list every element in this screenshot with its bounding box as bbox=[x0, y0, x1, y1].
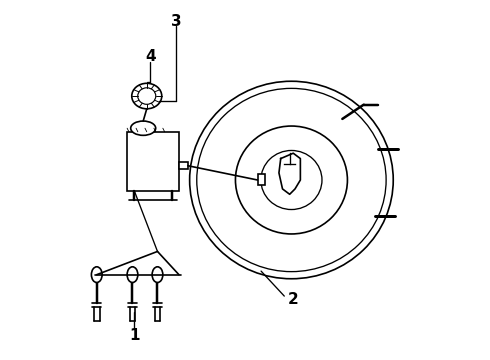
Ellipse shape bbox=[235, 126, 347, 234]
Ellipse shape bbox=[127, 267, 138, 283]
Ellipse shape bbox=[131, 121, 156, 135]
Text: 2: 2 bbox=[288, 292, 298, 307]
Ellipse shape bbox=[261, 150, 322, 210]
FancyBboxPatch shape bbox=[179, 162, 188, 169]
Text: 4: 4 bbox=[145, 49, 156, 64]
Ellipse shape bbox=[152, 267, 163, 283]
FancyBboxPatch shape bbox=[127, 132, 179, 191]
Ellipse shape bbox=[190, 81, 393, 279]
Text: 3: 3 bbox=[171, 14, 182, 28]
FancyBboxPatch shape bbox=[258, 174, 266, 185]
Ellipse shape bbox=[132, 83, 162, 109]
Text: 1: 1 bbox=[129, 328, 140, 343]
Ellipse shape bbox=[92, 267, 102, 283]
